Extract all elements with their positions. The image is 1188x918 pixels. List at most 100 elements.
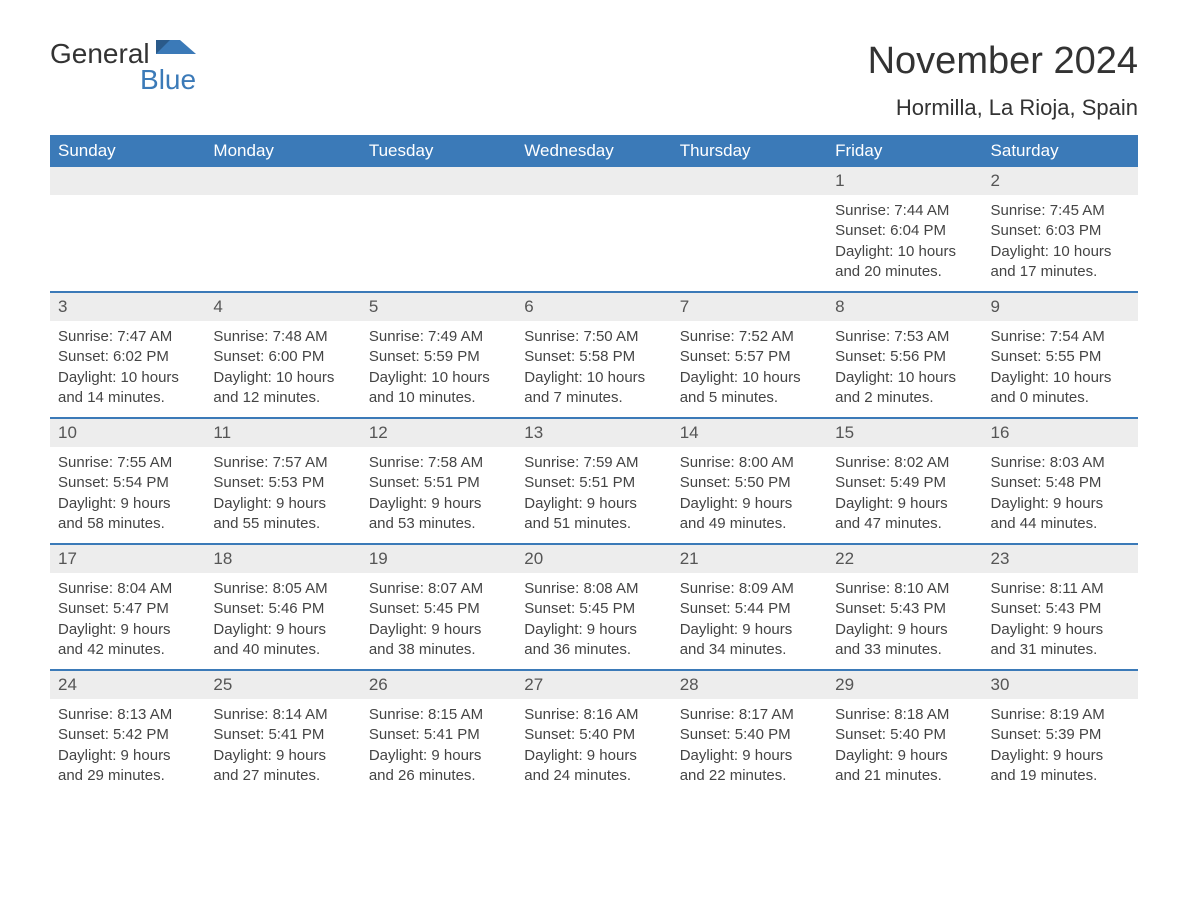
daylight-text-2: and 21 minutes.: [835, 766, 974, 786]
logo-text-blue: Blue: [50, 66, 196, 94]
day-body: Sunrise: 8:10 AMSunset: 5:43 PMDaylight:…: [827, 573, 982, 668]
daylight-text-2: and 26 minutes.: [369, 766, 508, 786]
daylight-text-1: Daylight: 9 hours: [680, 620, 819, 640]
day-number: 12: [361, 419, 516, 447]
day-number: 21: [672, 545, 827, 573]
sunrise-text: Sunrise: 7:58 AM: [369, 453, 508, 473]
day-body: Sunrise: 7:58 AMSunset: 5:51 PMDaylight:…: [361, 447, 516, 542]
daylight-text-2: and 29 minutes.: [58, 766, 197, 786]
day-body: Sunrise: 8:17 AMSunset: 5:40 PMDaylight:…: [672, 699, 827, 794]
sunrise-text: Sunrise: 8:14 AM: [213, 705, 352, 725]
sunset-text: Sunset: 5:51 PM: [524, 473, 663, 493]
sunset-text: Sunset: 5:39 PM: [991, 725, 1130, 745]
daylight-text-1: Daylight: 10 hours: [213, 368, 352, 388]
day-cell: 15Sunrise: 8:02 AMSunset: 5:49 PMDayligh…: [827, 419, 982, 543]
daylight-text-2: and 10 minutes.: [369, 388, 508, 408]
daylight-text-1: Daylight: 9 hours: [213, 494, 352, 514]
logo: General Blue: [50, 40, 196, 94]
sunset-text: Sunset: 5:48 PM: [991, 473, 1130, 493]
day-body: Sunrise: 8:14 AMSunset: 5:41 PMDaylight:…: [205, 699, 360, 794]
day-cell: 8Sunrise: 7:53 AMSunset: 5:56 PMDaylight…: [827, 293, 982, 417]
sunrise-text: Sunrise: 8:16 AM: [524, 705, 663, 725]
day-body: Sunrise: 8:04 AMSunset: 5:47 PMDaylight:…: [50, 573, 205, 668]
sunset-text: Sunset: 5:43 PM: [991, 599, 1130, 619]
sunrise-text: Sunrise: 7:59 AM: [524, 453, 663, 473]
daylight-text-1: Daylight: 9 hours: [680, 746, 819, 766]
day-body: Sunrise: 8:03 AMSunset: 5:48 PMDaylight:…: [983, 447, 1138, 542]
day-number: 23: [983, 545, 1138, 573]
day-body: Sunrise: 7:45 AMSunset: 6:03 PMDaylight:…: [983, 195, 1138, 290]
day-body: Sunrise: 8:19 AMSunset: 5:39 PMDaylight:…: [983, 699, 1138, 794]
sunset-text: Sunset: 6:03 PM: [991, 221, 1130, 241]
daylight-text-2: and 17 minutes.: [991, 262, 1130, 282]
sunset-text: Sunset: 5:57 PM: [680, 347, 819, 367]
day-header-wednesday: Wednesday: [516, 135, 671, 167]
daylight-text-1: Daylight: 10 hours: [991, 242, 1130, 262]
sunset-text: Sunset: 5:40 PM: [524, 725, 663, 745]
daylight-text-2: and 34 minutes.: [680, 640, 819, 660]
daylight-text-2: and 42 minutes.: [58, 640, 197, 660]
day-body: Sunrise: 8:07 AMSunset: 5:45 PMDaylight:…: [361, 573, 516, 668]
week-row: 17Sunrise: 8:04 AMSunset: 5:47 PMDayligh…: [50, 543, 1138, 669]
daylight-text-1: Daylight: 10 hours: [680, 368, 819, 388]
daylight-text-1: Daylight: 9 hours: [524, 494, 663, 514]
day-cell: [205, 167, 360, 291]
sunset-text: Sunset: 5:49 PM: [835, 473, 974, 493]
sunrise-text: Sunrise: 8:09 AM: [680, 579, 819, 599]
daylight-text-1: Daylight: 9 hours: [524, 746, 663, 766]
daylight-text-1: Daylight: 9 hours: [835, 494, 974, 514]
sunset-text: Sunset: 5:42 PM: [58, 725, 197, 745]
daylight-text-2: and 38 minutes.: [369, 640, 508, 660]
day-body: Sunrise: 7:50 AMSunset: 5:58 PMDaylight:…: [516, 321, 671, 416]
day-cell: 17Sunrise: 8:04 AMSunset: 5:47 PMDayligh…: [50, 545, 205, 669]
sunrise-text: Sunrise: 8:10 AM: [835, 579, 974, 599]
day-cell: 2Sunrise: 7:45 AMSunset: 6:03 PMDaylight…: [983, 167, 1138, 291]
day-number: 13: [516, 419, 671, 447]
day-header-tuesday: Tuesday: [361, 135, 516, 167]
sunset-text: Sunset: 5:45 PM: [369, 599, 508, 619]
day-number: 4: [205, 293, 360, 321]
day-cell: 24Sunrise: 8:13 AMSunset: 5:42 PMDayligh…: [50, 671, 205, 795]
day-body: Sunrise: 7:53 AMSunset: 5:56 PMDaylight:…: [827, 321, 982, 416]
day-number: 14: [672, 419, 827, 447]
day-body: Sunrise: 8:16 AMSunset: 5:40 PMDaylight:…: [516, 699, 671, 794]
day-header-thursday: Thursday: [672, 135, 827, 167]
day-number: 3: [50, 293, 205, 321]
daylight-text-2: and 7 minutes.: [524, 388, 663, 408]
day-number: 11: [205, 419, 360, 447]
sunset-text: Sunset: 5:41 PM: [369, 725, 508, 745]
day-body: Sunrise: 8:09 AMSunset: 5:44 PMDaylight:…: [672, 573, 827, 668]
day-cell: 10Sunrise: 7:55 AMSunset: 5:54 PMDayligh…: [50, 419, 205, 543]
day-cell: 14Sunrise: 8:00 AMSunset: 5:50 PMDayligh…: [672, 419, 827, 543]
day-cell: [361, 167, 516, 291]
location: Hormilla, La Rioja, Spain: [868, 95, 1138, 121]
day-number: [205, 167, 360, 195]
day-body: Sunrise: 7:49 AMSunset: 5:59 PMDaylight:…: [361, 321, 516, 416]
day-header-friday: Friday: [827, 135, 982, 167]
sunset-text: Sunset: 6:04 PM: [835, 221, 974, 241]
day-body: Sunrise: 8:02 AMSunset: 5:49 PMDaylight:…: [827, 447, 982, 542]
sunrise-text: Sunrise: 8:11 AM: [991, 579, 1130, 599]
sunset-text: Sunset: 5:43 PM: [835, 599, 974, 619]
sunrise-text: Sunrise: 8:03 AM: [991, 453, 1130, 473]
day-cell: 13 Sunrise: 7:59 AMSunset: 5:51 PMDayligh…: [516, 419, 671, 543]
day-number: 6: [516, 293, 671, 321]
sunset-text: Sunset: 5:45 PM: [524, 599, 663, 619]
day-cell: 3Sunrise: 7:47 AMSunset: 6:02 PMDaylight…: [50, 293, 205, 417]
day-cell: 25Sunrise: 8:14 AMSunset: 5:41 PMDayligh…: [205, 671, 360, 795]
sunrise-text: Sunrise: 7:54 AM: [991, 327, 1130, 347]
day-number: 7: [672, 293, 827, 321]
logo-text-general: General: [50, 38, 150, 69]
day-cell: [50, 167, 205, 291]
day-cell: 5Sunrise: 7:49 AMSunset: 5:59 PMDaylight…: [361, 293, 516, 417]
month-title: November 2024: [868, 40, 1138, 83]
day-body: Sunrise: 7:44 AMSunset: 6:04 PMDaylight:…: [827, 195, 982, 290]
daylight-text-1: Daylight: 9 hours: [835, 746, 974, 766]
day-number: 19: [361, 545, 516, 573]
daylight-text-1: Daylight: 9 hours: [58, 494, 197, 514]
sunrise-text: Sunrise: 8:08 AM: [524, 579, 663, 599]
daylight-text-2: and 14 minutes.: [58, 388, 197, 408]
daylight-text-2: and 31 minutes.: [991, 640, 1130, 660]
day-cell: [516, 167, 671, 291]
day-cell: 27Sunrise: 8:16 AMSunset: 5:40 PMDayligh…: [516, 671, 671, 795]
